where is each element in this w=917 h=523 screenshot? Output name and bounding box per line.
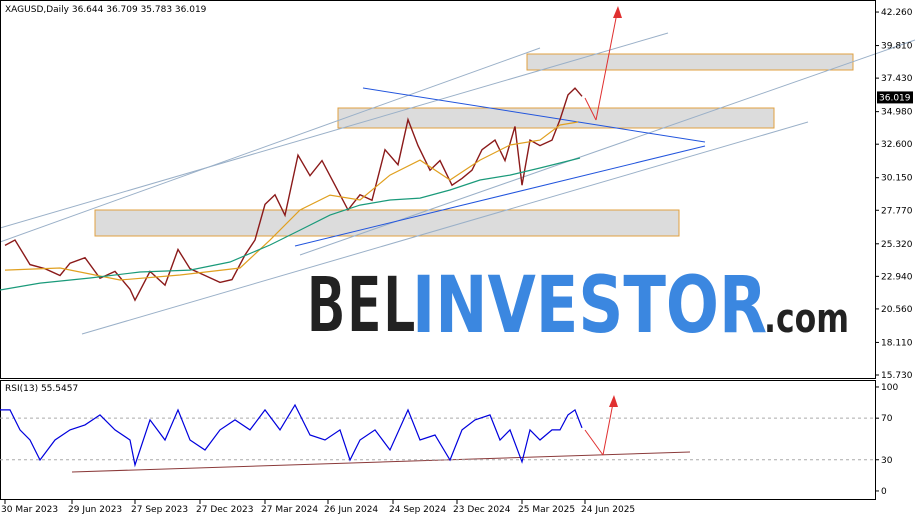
y-tick-label: 37.430 [881, 74, 913, 84]
channel-line [0, 47, 541, 243]
watermark-text: BEL [306, 261, 416, 351]
y-tick-label: 100 [881, 383, 898, 393]
x-tick-label: 25 Mar 2025 [518, 505, 575, 515]
arrow [584, 429, 604, 456]
x-tick-label: 26 Jun 2024 [324, 505, 378, 515]
y-tick-label: 34.980 [881, 108, 913, 118]
trend-line [362, 87, 706, 143]
watermark-text: .com [764, 296, 849, 342]
x-tick-label: 27 Mar 2024 [261, 505, 318, 515]
y-tick-label: 39.810 [881, 42, 913, 52]
channel-line [0, 32, 669, 229]
channel-line [299, 39, 916, 256]
arrow-head [613, 6, 622, 18]
series-line [0, 403, 583, 468]
zone [526, 53, 854, 71]
arrow [602, 397, 615, 456]
y-tick-label: 20.560 [881, 305, 913, 315]
price-label-bg [877, 91, 913, 104]
series-line [4, 87, 583, 302]
x-tick-label: 24 Jun 2025 [581, 505, 635, 515]
channel-line [81, 121, 809, 335]
y-tick-label: 42.260 [881, 8, 913, 18]
y-tick-label: 30.150 [881, 174, 913, 184]
arrow [584, 97, 597, 121]
pane-border [0, 380, 876, 500]
price-label: 36.019 [879, 93, 911, 103]
x-tick-label: 24 Sep 2024 [389, 505, 446, 515]
rsi-trend [71, 451, 691, 473]
y-tick-label: 70 [881, 414, 893, 424]
x-tick-label: 30 Mar 2023 [1, 505, 58, 515]
chart-header: XAGUSD,Daily 36.644 36.709 35.783 36.019 [5, 5, 207, 15]
drawings [0, 6, 916, 473]
series-line [0, 157, 581, 291]
x-tick-label: 23 Dec 2024 [453, 505, 511, 515]
y-tick-label: 30 [881, 456, 893, 466]
arrow-head [609, 395, 618, 407]
y-tick-label: 27.770 [881, 206, 913, 216]
y-tick-label: 15.730 [881, 371, 913, 381]
x-tick-label: 29 Jun 2023 [68, 505, 122, 515]
watermark: BEL INVESTOR .com [305, 260, 849, 352]
watermark-text: INVESTOR [412, 261, 767, 351]
x-tick-label: 27 Dec 2023 [196, 505, 254, 515]
trend-line [294, 145, 706, 247]
series-line [4, 121, 579, 281]
y-tick-label: 18.110 [881, 338, 913, 348]
y-tick-label: 25.320 [881, 240, 913, 250]
rsi-header: RSI(13) 55.5457 [5, 384, 78, 394]
y-tick-label: 32.600 [881, 140, 913, 150]
x-tick-label: 27 Sep 2023 [131, 505, 188, 515]
arrow [595, 7, 619, 121]
pane-border [0, 0, 876, 379]
y-tick-label: 22.940 [881, 272, 913, 282]
y-tick-label: 0 [881, 487, 887, 497]
zone [94, 209, 680, 237]
